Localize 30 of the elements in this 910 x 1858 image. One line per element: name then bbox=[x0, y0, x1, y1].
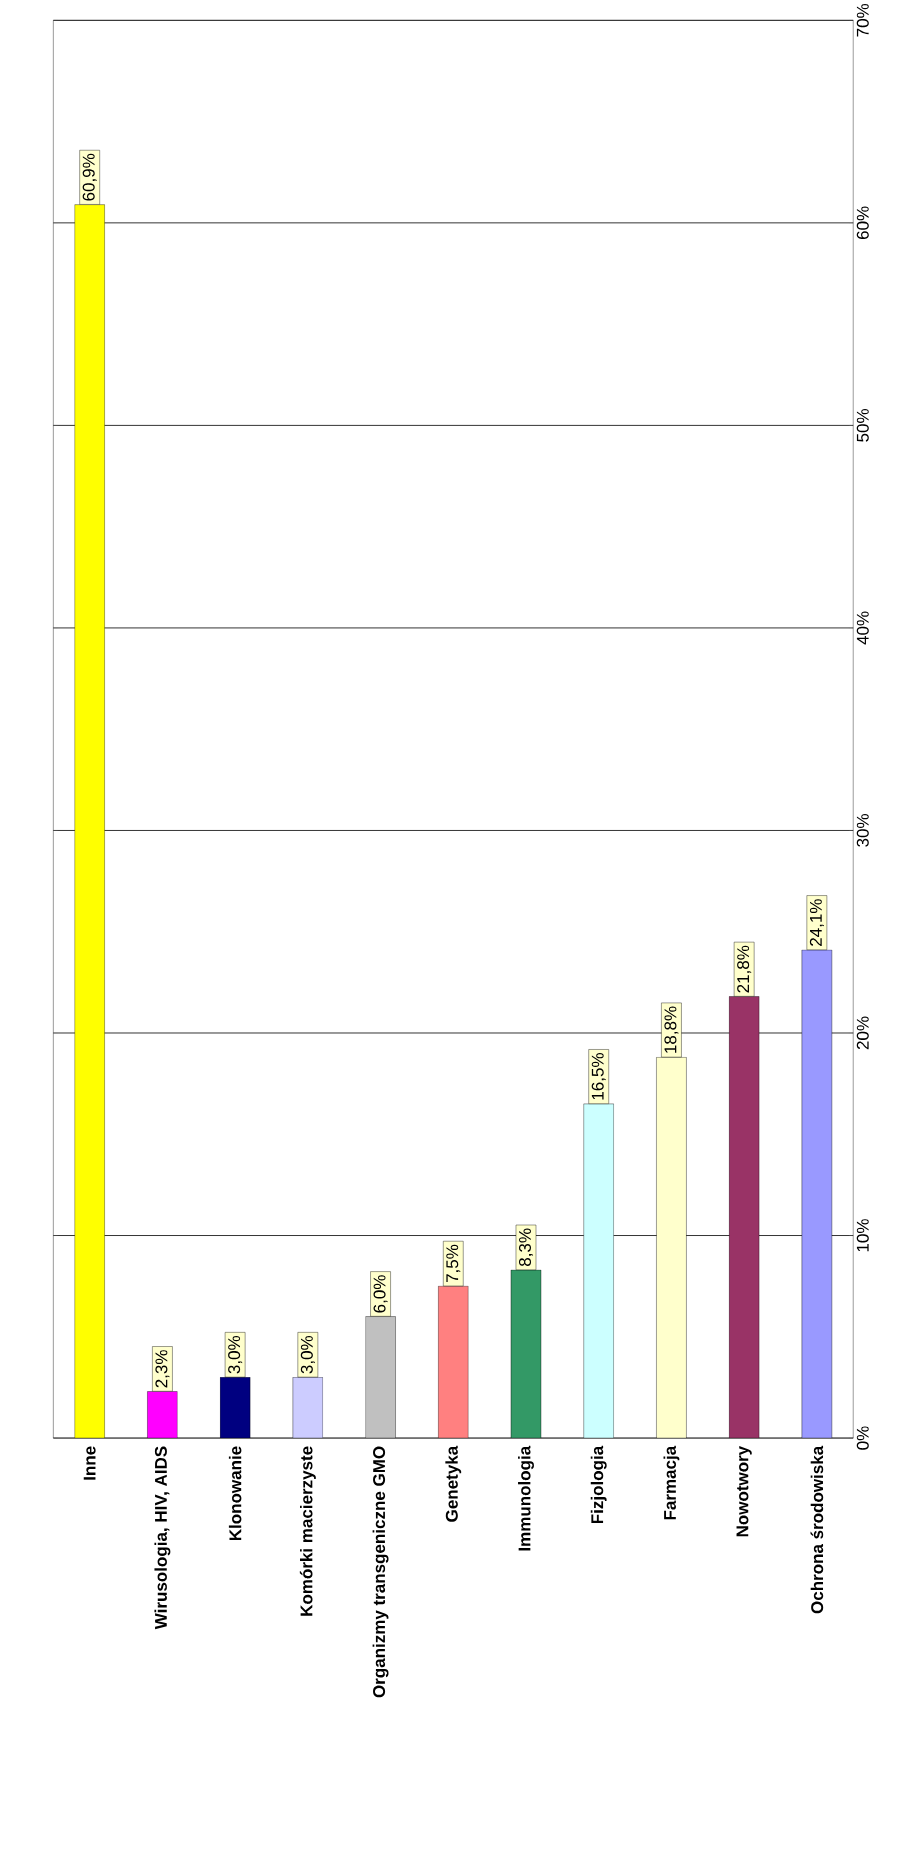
x-tick-label: Komórki macierzyste bbox=[299, 1446, 316, 1616]
x-tick-label: Ochrona środowiska bbox=[810, 1445, 824, 1614]
y-tick-label: 50% bbox=[856, 409, 869, 442]
y-tick-label: 20% bbox=[856, 1016, 869, 1050]
x-tick-label: Wirusologia, HIV, AIDS bbox=[154, 1446, 171, 1630]
y-tick-label: 40% bbox=[856, 611, 869, 645]
data-label: 18,8% bbox=[664, 1006, 679, 1053]
y-tick-label: 60% bbox=[856, 206, 869, 240]
data-label: 60,9% bbox=[82, 153, 97, 201]
x-tick-label: Inne bbox=[83, 1446, 96, 1480]
data-label: 6,0% bbox=[373, 1275, 388, 1313]
data-label: 24,1% bbox=[809, 899, 824, 946]
x-tick-label: Fizjologia bbox=[590, 1445, 607, 1524]
data-label: 3,0% bbox=[300, 1335, 315, 1374]
data-label: 2,3% bbox=[155, 1350, 170, 1388]
x-tick-label: Farmacja bbox=[663, 1445, 680, 1520]
data-label: 21,8% bbox=[737, 945, 752, 993]
x-tick-label: Immunologia bbox=[517, 1445, 534, 1551]
data-label: 8,3% bbox=[518, 1228, 533, 1267]
x-tick-label: Nowotwory bbox=[736, 1445, 752, 1537]
x-tick-label: Genetyka bbox=[445, 1445, 462, 1522]
data-label: 16,5% bbox=[591, 1053, 606, 1100]
y-tick-label: 30% bbox=[856, 814, 869, 847]
y-tick-label: 70% bbox=[856, 3, 869, 37]
y-tick-label: 0% bbox=[856, 1426, 869, 1450]
data-label: 7,5% bbox=[446, 1244, 461, 1283]
data-label: 3,0% bbox=[228, 1335, 243, 1374]
x-tick-label: Klonowanie bbox=[228, 1446, 242, 1541]
x-tick-label: Organizmy transgeniczne GMO bbox=[372, 1446, 389, 1698]
y-tick-label: 10% bbox=[856, 1219, 869, 1252]
